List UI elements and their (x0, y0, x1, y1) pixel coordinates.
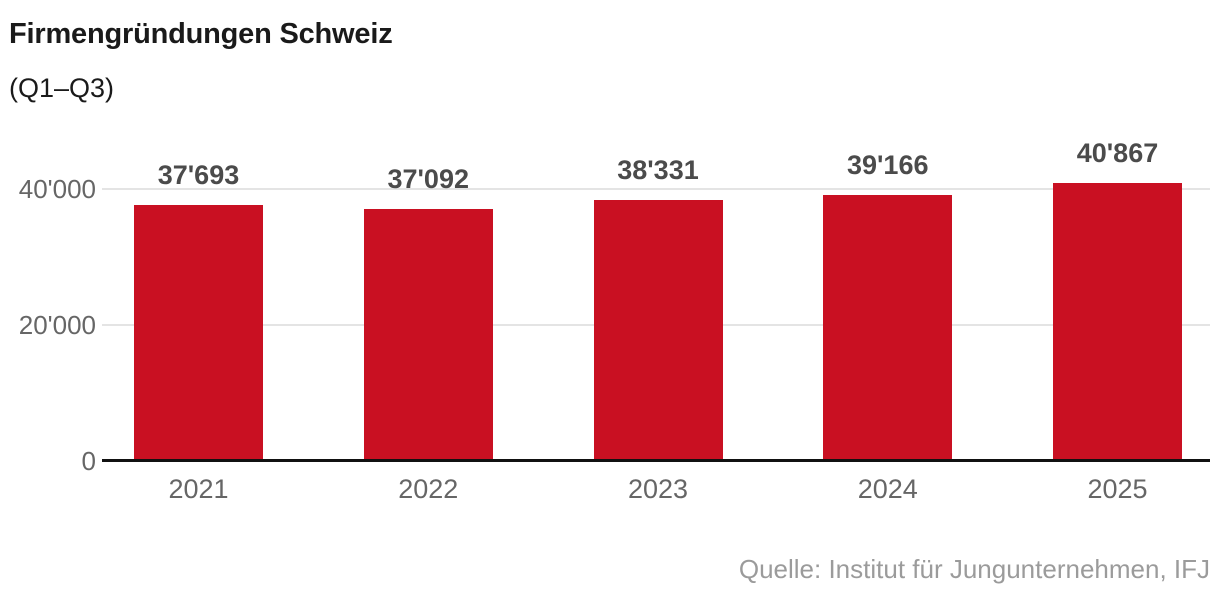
x-tick-label-2025: 2025 (1087, 474, 1148, 504)
bar-2025 (1053, 183, 1182, 461)
gridline-40000 (102, 188, 1210, 190)
bar-value-label-2022: 37'092 (387, 163, 469, 194)
x-tick-label-2021: 2021 (168, 474, 229, 504)
x-tick-label-2024: 2024 (857, 474, 918, 504)
chart-title: Firmengründungen Schweiz (9, 18, 393, 50)
bar-2021 (134, 204, 263, 461)
y-tick-label-20000: 20'000 (18, 310, 96, 340)
x-tick-label-2023: 2023 (627, 474, 689, 504)
chart-subtitle: (Q1–Q3) (9, 73, 115, 103)
bar-value-label-2025: 40'867 (1076, 138, 1159, 169)
bar-2024 (823, 194, 953, 461)
y-tick-label-0: 0 (81, 446, 96, 476)
source-caption: Quelle: Institut für Jungunternehmen, IF… (738, 554, 1210, 584)
bar-2022 (363, 208, 493, 461)
x-tick-label-2022: 2022 (398, 474, 459, 504)
bar-value-label-2021: 37'693 (157, 159, 240, 190)
bar-value-label-2023: 38'331 (617, 155, 699, 186)
bar-value-label-2024: 39'166 (846, 149, 929, 180)
x-axis-line (102, 459, 1210, 462)
bar-2023 (593, 200, 723, 461)
y-tick-label-40000: 40'000 (18, 174, 96, 204)
